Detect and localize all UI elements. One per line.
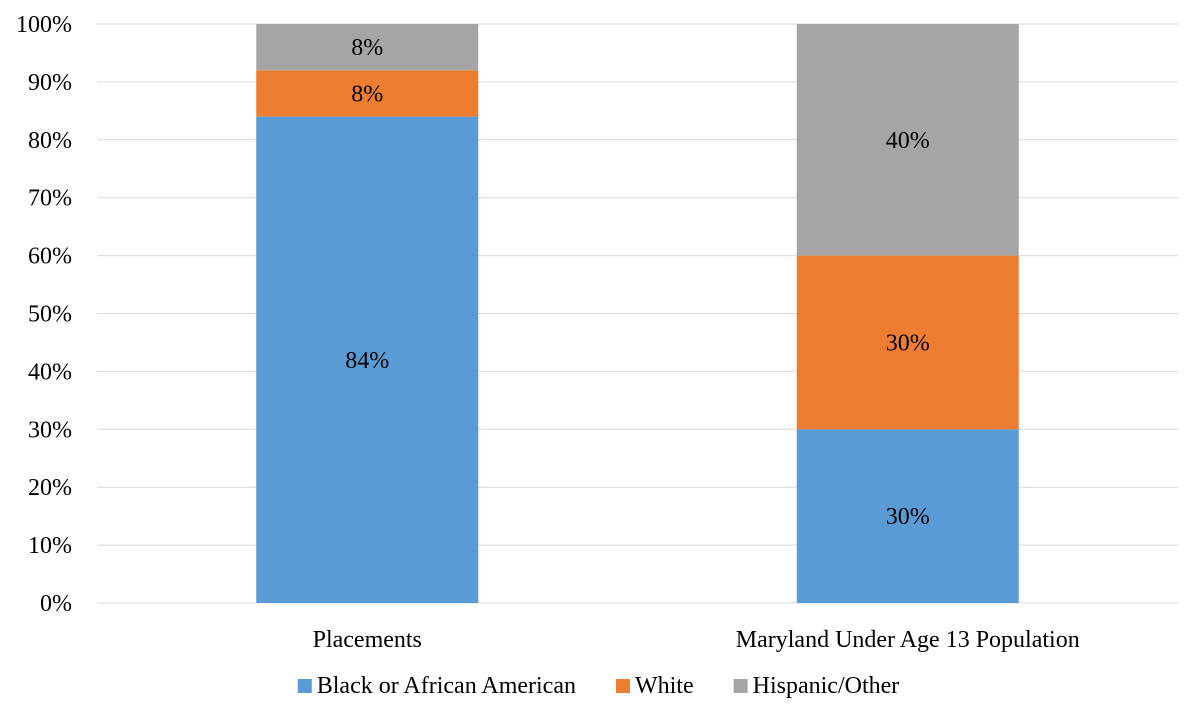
bar-segment <box>256 24 479 71</box>
y-tick-label: 100% <box>16 12 72 38</box>
y-tick-label: 90% <box>28 70 72 96</box>
data-label: 30% <box>886 504 930 530</box>
data-label: 84% <box>345 348 389 374</box>
x-axis-tick-labels: Placements Maryland Under Age 13 Populati… <box>313 627 1080 653</box>
bars <box>256 24 1019 603</box>
y-tick-label: 30% <box>28 417 72 443</box>
data-label: 40% <box>886 128 930 154</box>
bar-segment <box>256 70 479 117</box>
legend-label: Black or African American <box>317 673 576 699</box>
x-tick-label: Placements <box>313 627 422 653</box>
legend-swatch <box>733 679 748 693</box>
data-label: 8% <box>351 35 383 61</box>
legend-item: Hispanic/Other <box>733 673 900 699</box>
y-tick-label: 0% <box>40 591 72 617</box>
y-tick-label: 70% <box>28 186 72 212</box>
legend-swatch <box>297 679 312 693</box>
x-tick-label: Maryland Under Age 13 Population <box>736 627 1080 653</box>
data-labels: 84% 8% 8% 30% 30% 40% <box>345 35 930 530</box>
legend-swatch <box>615 679 630 693</box>
y-tick-label: 10% <box>28 533 72 559</box>
bar-segment <box>796 255 1019 430</box>
y-tick-label: 40% <box>28 359 72 385</box>
bar-segment <box>256 116 479 603</box>
legend-item: Black or African American <box>297 673 576 699</box>
bar-segment <box>796 429 1019 603</box>
bar-segment <box>796 24 1019 256</box>
legend-label: Hispanic/Other <box>753 673 900 699</box>
legend: Black or African American White Hispanic/O… <box>297 673 900 699</box>
y-tick-label: 20% <box>28 475 72 501</box>
y-tick-label: 80% <box>28 128 72 154</box>
legend-item: White <box>615 673 694 699</box>
y-tick-label: 50% <box>28 302 72 328</box>
data-label: 30% <box>886 330 930 356</box>
data-label: 8% <box>351 81 383 107</box>
y-axis-tick-labels: 0% 10% 20% 30% 40% 50% 60% 70% 80% 90% 100% <box>16 12 72 617</box>
legend-label: White <box>635 673 694 699</box>
y-tick-label: 60% <box>28 244 72 270</box>
